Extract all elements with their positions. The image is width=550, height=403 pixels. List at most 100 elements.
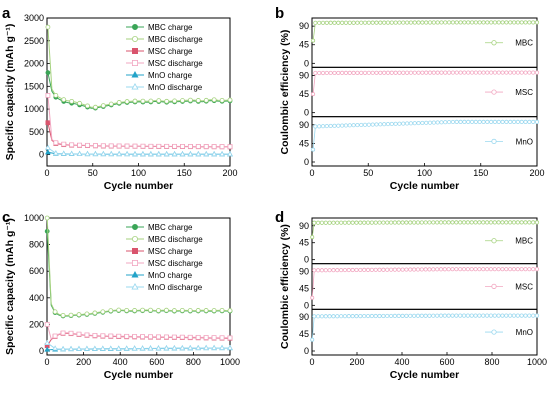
data-point <box>420 20 425 25</box>
data-point <box>53 92 59 98</box>
data-point <box>401 20 406 25</box>
data-point <box>219 144 225 150</box>
data-point <box>339 267 344 273</box>
data-point <box>416 20 421 25</box>
data-point <box>504 267 509 272</box>
subplot-frame <box>311 308 538 356</box>
y-axis-title: Specific capacity (mAh g⁻¹) <box>4 218 16 355</box>
x-tick-label: 200 <box>529 168 544 178</box>
x-axis-title: Cycle number <box>104 369 173 381</box>
y-tick-label: 90 <box>299 21 309 31</box>
data-point <box>485 20 490 25</box>
data-point <box>382 122 387 127</box>
data-point <box>342 267 348 273</box>
data-point <box>458 313 463 318</box>
data-point <box>346 314 351 319</box>
data-point <box>347 123 352 128</box>
data-point <box>447 119 452 125</box>
data-point <box>124 307 130 313</box>
legend-label: MBC discharge <box>148 35 203 44</box>
data-point <box>203 344 210 350</box>
data-point <box>388 220 394 225</box>
data-point <box>450 119 456 125</box>
data-point <box>319 220 325 225</box>
data-point <box>92 333 98 338</box>
data-point <box>504 220 509 225</box>
data-point <box>477 20 482 25</box>
data-point <box>187 150 194 157</box>
data-point <box>519 267 524 272</box>
data-point <box>310 337 315 342</box>
data-point <box>450 220 455 225</box>
data-point <box>450 313 455 318</box>
data-point <box>481 20 486 25</box>
data-point <box>439 20 444 25</box>
data-point <box>416 70 421 75</box>
data-point <box>100 150 107 157</box>
data-point <box>359 20 364 25</box>
legend-marker <box>491 283 497 289</box>
data-point <box>523 267 528 272</box>
data-point <box>458 20 463 25</box>
legend-marker <box>131 247 138 254</box>
series-label: MBC <box>515 237 533 246</box>
legend-marker <box>131 223 138 230</box>
data-point <box>99 345 106 351</box>
data-point <box>534 220 540 225</box>
data-point <box>69 98 75 104</box>
data-point <box>427 267 432 272</box>
data-point <box>473 220 478 225</box>
data-point <box>362 220 367 225</box>
series-label: MSC <box>515 88 533 97</box>
data-point <box>317 20 322 25</box>
data-point <box>473 20 478 25</box>
data-point <box>211 344 217 350</box>
y-tick-label: 800 <box>29 240 44 250</box>
data-point <box>76 345 82 351</box>
y-tick-label: 90 <box>299 70 309 80</box>
data-point <box>443 120 448 125</box>
data-point <box>156 308 161 313</box>
legend-label: MBC charge <box>148 223 193 232</box>
data-point <box>527 313 532 318</box>
data-point <box>328 20 333 25</box>
panel-b: b 0 45 90 MBC 0 45 90 MSC 0 45 90 MnO 0 50 100 150 200 Cyc… <box>275 5 545 192</box>
data-point <box>342 220 348 225</box>
data-point <box>393 121 398 126</box>
data-point <box>339 220 344 225</box>
data-point <box>515 20 520 25</box>
data-point <box>500 70 505 75</box>
data-point <box>527 267 532 272</box>
data-point <box>477 220 482 225</box>
data-point <box>116 150 123 157</box>
legend-marker <box>491 89 497 95</box>
data-point <box>442 220 447 225</box>
legend-label: MSC charge <box>148 47 193 56</box>
legend-label: MSC discharge <box>148 259 203 268</box>
data-point <box>52 150 59 156</box>
data-point <box>461 267 467 272</box>
data-point <box>477 267 482 272</box>
data-point <box>523 70 528 75</box>
data-point <box>489 70 494 75</box>
data-point <box>404 220 409 225</box>
data-point <box>108 150 115 157</box>
data-point <box>416 120 421 126</box>
data-point <box>91 345 98 351</box>
data-point <box>187 308 193 313</box>
data-point <box>392 220 398 225</box>
data-point <box>381 313 386 319</box>
data-point <box>423 267 428 272</box>
panel-letter: d <box>275 209 284 226</box>
data-point <box>324 123 329 129</box>
data-point <box>69 142 75 148</box>
data-point <box>331 314 336 319</box>
series-line <box>46 332 230 346</box>
data-point <box>195 308 201 313</box>
data-point <box>324 20 329 25</box>
data-point <box>508 267 513 272</box>
data-point <box>355 122 360 128</box>
x-axis-title: Cycle number <box>390 369 459 381</box>
y-tick-label: 0 <box>39 150 44 160</box>
